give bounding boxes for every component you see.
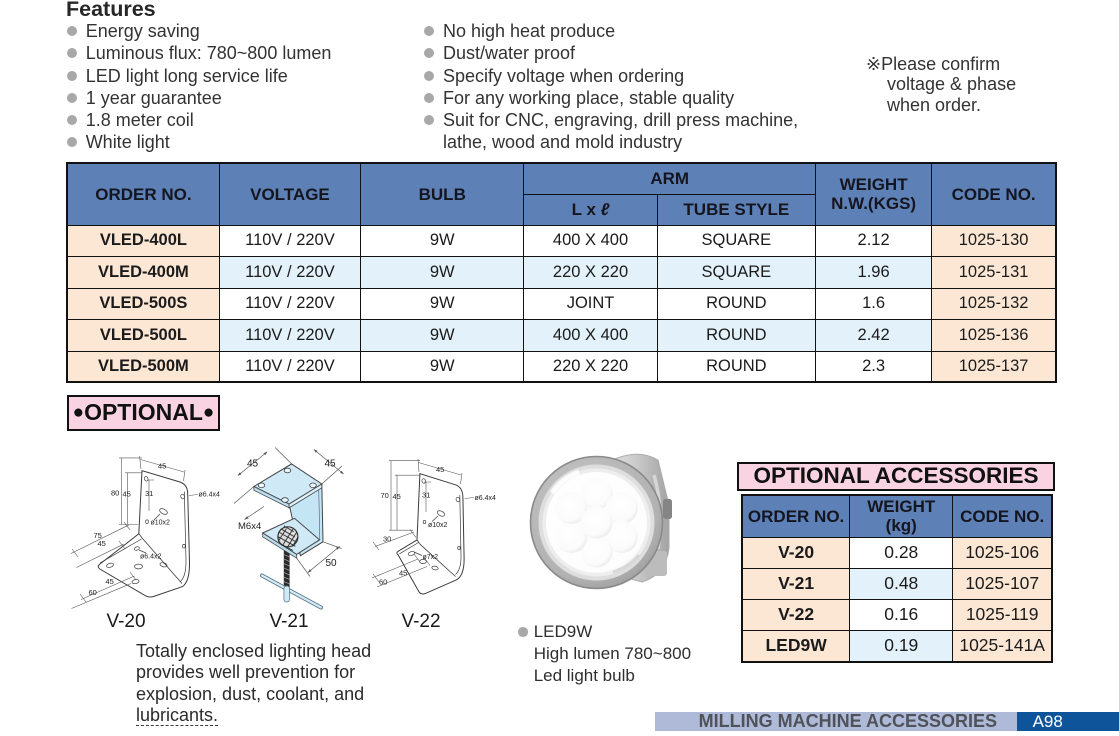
svg-text:45: 45 [393,492,401,501]
svg-text:ø6.4x4: ø6.4x4 [199,492,221,499]
svg-text:ø6.4x4: ø6.4x4 [475,495,497,502]
svg-text:45: 45 [123,490,131,499]
svg-text:45: 45 [106,577,114,586]
svg-text:ø10x2: ø10x2 [428,522,448,529]
svg-text:ø6.4x2: ø6.4x2 [140,554,162,561]
svg-text:30: 30 [383,535,391,544]
svg-text:45: 45 [98,539,106,548]
svg-text:45: 45 [325,459,337,470]
svg-text:45: 45 [399,569,407,578]
svg-text:M6x4: M6x4 [238,521,261,532]
svg-text:60: 60 [379,578,387,587]
svg-text:31: 31 [422,491,430,500]
svg-text:70: 70 [381,491,389,500]
svg-text:31: 31 [145,489,153,498]
svg-text:80: 80 [111,489,119,498]
svg-text:60: 60 [89,588,97,597]
svg-text:ø7x2: ø7x2 [423,554,439,561]
svg-text:45: 45 [247,459,259,470]
svg-text:75: 75 [94,531,102,540]
svg-text:ø10x2: ø10x2 [151,520,171,527]
svg-text:50: 50 [326,558,338,569]
svg-text:45: 45 [436,465,444,474]
svg-text:45: 45 [158,462,166,471]
